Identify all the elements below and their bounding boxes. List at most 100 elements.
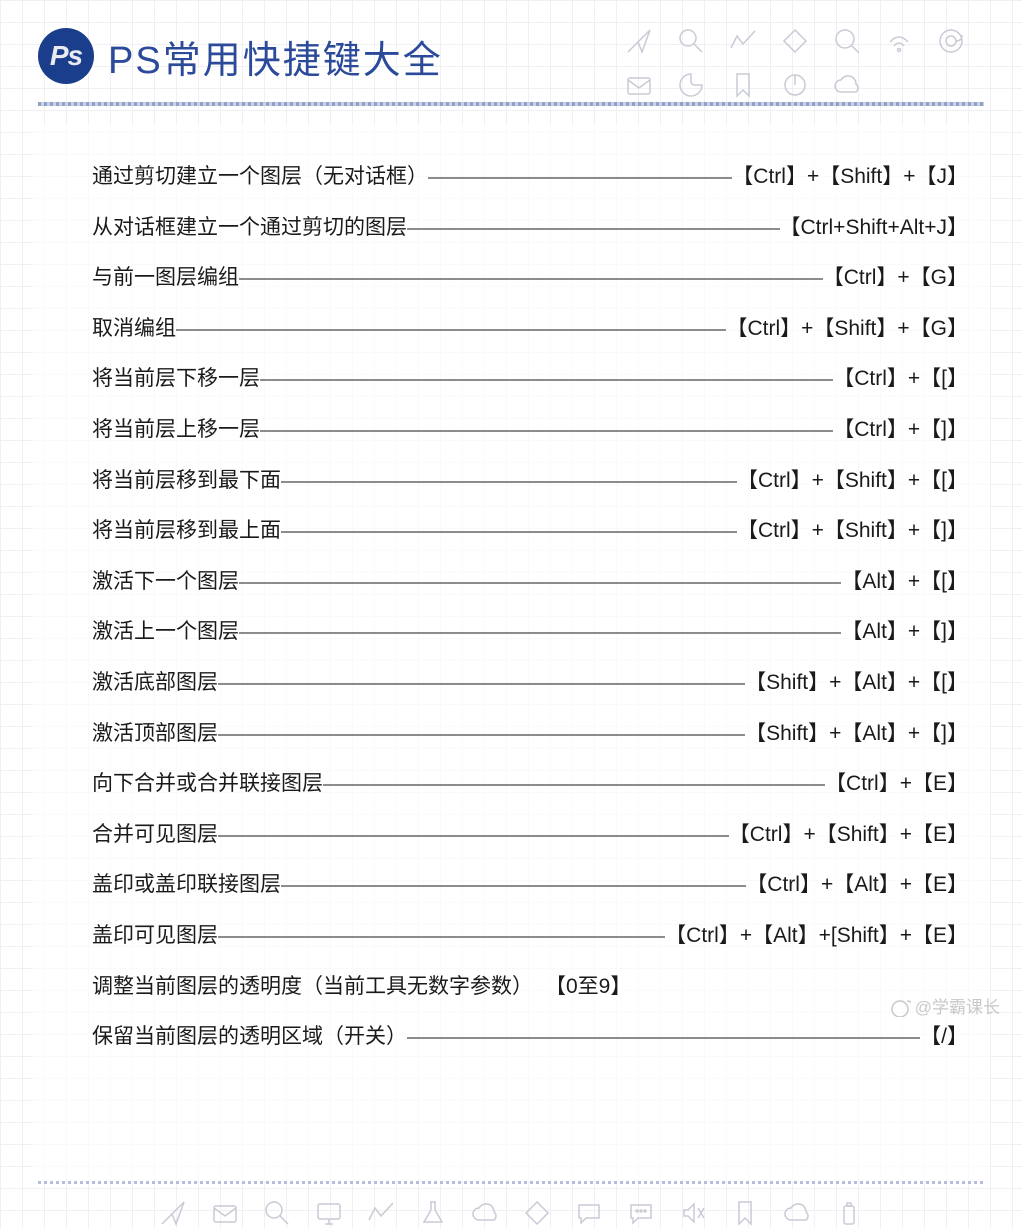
- shortcut-row: 盖印或盖印联接图层———————————————————————————————…: [92, 868, 968, 902]
- shortcut-desc: 合并可见图层: [92, 818, 218, 852]
- bottom-icon-strip: [0, 1198, 1022, 1228]
- bookmark-icon: [730, 1198, 760, 1228]
- shortcut-row: 取消编组————————————————————————————————————…: [92, 312, 968, 346]
- leader-dash: ————————————————————————————————————————…: [281, 464, 737, 498]
- shortcut-row: 通过剪切建立一个图层（无对话框）————————————————————————…: [92, 160, 968, 194]
- leader-dash: ————————————————————————————————————————…: [239, 615, 841, 649]
- ps-logo-badge: Ps: [38, 28, 94, 84]
- shortcut-desc: 盖印或盖印联接图层: [92, 868, 281, 902]
- leader-dash: ————————————————————————————————————————…: [176, 312, 726, 346]
- leader-dash: ————————————————————————————————————————…: [281, 514, 737, 548]
- power-icon: [780, 70, 810, 100]
- shortcut-desc: 调整当前图层的透明度（当前工具无数字参数）: [92, 970, 533, 1004]
- shortcut-desc: 盖印可见图层: [92, 919, 218, 953]
- shortcut-desc: 与前一图层编组: [92, 261, 239, 295]
- shortcut-row: 激活上一个图层—————————————————————————————————…: [92, 615, 968, 649]
- shortcut-desc: 将当前层移到最上面: [92, 514, 281, 548]
- leader-dash: ————————————————————————————————————————…: [260, 413, 833, 447]
- shortcut-row: 激活下一个图层—————————————————————————————————…: [92, 565, 968, 599]
- send-icon: [158, 1198, 188, 1228]
- flask-icon: [418, 1198, 448, 1228]
- wifi-icon: [884, 26, 914, 56]
- shortcut-key: 【Alt】+【[】: [841, 565, 968, 599]
- palette-icon: [676, 70, 706, 100]
- shortcut-key: 【Shift】+【Alt】+【[】: [745, 666, 968, 700]
- shortcut-key: 【Ctrl】+【Shift】+【J】: [732, 160, 968, 194]
- shortcut-key: 【Shift】+【Alt】+【]】: [745, 717, 968, 751]
- shortcut-key: 【Alt】+【]】: [841, 615, 968, 649]
- diamond-icon: [522, 1198, 552, 1228]
- leader-dash: [533, 970, 545, 1004]
- shortcut-row: 保留当前图层的透明区域（开关）—————————————————————————…: [92, 1020, 968, 1054]
- monitor-icon: [314, 1198, 344, 1228]
- shortcut-key: 【Ctrl】+【Shift】+【E】: [729, 818, 968, 852]
- leader-dash: ————————————————————————————————————————…: [323, 767, 825, 801]
- shortcut-key: 【Ctrl】+【Alt】+[Shift】+【E】: [665, 919, 968, 953]
- shortcut-key: 【Ctrl】+【Alt】+【E】: [746, 868, 968, 902]
- leader-dash: ————————————————————————————————————————…: [428, 160, 732, 194]
- shortcut-desc: 激活顶部图层: [92, 717, 218, 751]
- leader-dash: ————————————————————————————————————————…: [218, 666, 745, 700]
- shortcuts-card: 通过剪切建立一个图层（无对话框）————————————————————————…: [32, 124, 990, 1181]
- shortcut-desc: 从对话框建立一个通过剪切的图层: [92, 211, 407, 245]
- shortcut-key: 【Ctrl】+【G】: [823, 261, 968, 295]
- shortcut-key: 【Ctrl】+【Shift】+【]】: [737, 514, 968, 548]
- shortcut-key: 【/】: [920, 1020, 968, 1054]
- shortcut-desc: 激活下一个图层: [92, 565, 239, 599]
- mail-icon: [624, 70, 654, 100]
- mute-icon: [678, 1198, 708, 1228]
- cloud-icon: [470, 1198, 500, 1228]
- leader-dash: ————————————————————————————————————————…: [218, 919, 665, 953]
- page-title: PS常用快捷键大全: [108, 29, 443, 84]
- shortcut-key: 【Ctrl+Shift+Alt+J】: [780, 211, 968, 245]
- shortcut-row: 将当前层移到最下面———————————————————————————————…: [92, 464, 968, 498]
- at-icon: [936, 26, 966, 56]
- chat-icon: [574, 1198, 604, 1228]
- watermark-text: @学霸课长: [915, 993, 1000, 1018]
- leader-dash: ————————————————————————————————————————…: [239, 565, 841, 599]
- shortcut-desc: 通过剪切建立一个图层（无对话框）: [92, 160, 428, 194]
- send-icon: [624, 26, 654, 56]
- shortcut-row: 调整当前图层的透明度（当前工具无数字参数） 【0至9】: [92, 970, 968, 1004]
- shortcut-desc: 将当前层下移一层: [92, 362, 260, 396]
- shortcut-desc: 向下合并或合并联接图层: [92, 767, 323, 801]
- leader-dash: ————————————————————————————————————————…: [218, 717, 745, 751]
- shortcut-desc: 激活上一个图层: [92, 615, 239, 649]
- trend-icon: [728, 26, 758, 56]
- shortcut-desc: 激活底部图层: [92, 666, 218, 700]
- trend-icon: [366, 1198, 396, 1228]
- shortcut-row: 激活底部图层——————————————————————————————————…: [92, 666, 968, 700]
- cloud2-icon: [782, 1198, 812, 1228]
- leader-dash: ————————————————————————————————————————…: [281, 868, 746, 902]
- chat-dots-icon: [626, 1198, 656, 1228]
- leader-dash: ————————————————————————————————————————…: [218, 818, 729, 852]
- shortcut-row: 与前一图层编组—————————————————————————————————…: [92, 261, 968, 295]
- mail-icon: [210, 1198, 240, 1228]
- shortcut-desc: 将当前层移到最下面: [92, 464, 281, 498]
- shortcut-row: 盖印可见图层——————————————————————————————————…: [92, 919, 968, 953]
- diamond-icon: [780, 26, 810, 56]
- divider-bottom: [38, 1181, 984, 1184]
- shortcut-key: 【Ctrl】+【Shift】+【G】: [726, 312, 968, 346]
- cloud-icon: [832, 70, 862, 100]
- zoom-icon: [832, 26, 862, 56]
- shortcut-key: 【Ctrl】+【Shift】+【[】: [737, 464, 968, 498]
- top-icon-strip: [624, 26, 994, 100]
- shortcut-desc: 取消编组: [92, 312, 176, 346]
- shortcut-row: 激活顶部图层——————————————————————————————————…: [92, 717, 968, 751]
- shortcut-key: 【Ctrl】+【]】: [833, 413, 968, 447]
- search-icon: [676, 26, 706, 56]
- shortcut-row: 将当前层上移一层————————————————————————————————…: [92, 413, 968, 447]
- shortcut-row: 向下合并或合并联接图层—————————————————————————————…: [92, 767, 968, 801]
- shortcut-row: 将当前层移到最上面———————————————————————————————…: [92, 514, 968, 548]
- weibo-icon: [889, 995, 911, 1017]
- divider-top: [38, 102, 984, 106]
- leader-dash: ————————————————————————————————————————…: [260, 362, 833, 396]
- shortcut-row: 将当前层下移一层————————————————————————————————…: [92, 362, 968, 396]
- shortcut-desc: 将当前层上移一层: [92, 413, 260, 447]
- shortcut-key: 【Ctrl】+【[】: [833, 362, 968, 396]
- shortcut-row: 从对话框建立一个通过剪切的图层—————————————————————————…: [92, 211, 968, 245]
- bookmark-icon: [728, 70, 758, 100]
- search-icon: [262, 1198, 292, 1228]
- shortcut-key: 【0至9】: [545, 970, 631, 1004]
